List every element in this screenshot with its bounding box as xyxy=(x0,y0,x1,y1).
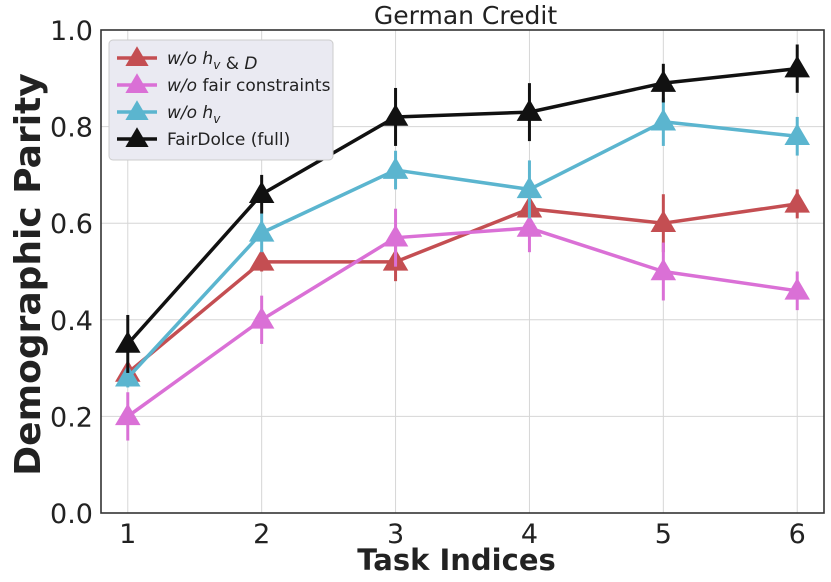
legend-marker xyxy=(125,46,149,66)
data-point xyxy=(115,403,141,426)
legend-label-part: FairDolce (full) xyxy=(167,130,290,150)
data-point xyxy=(650,70,677,92)
data-point xyxy=(248,219,275,242)
data-point xyxy=(248,248,275,271)
x-tick-label: 5 xyxy=(655,519,672,550)
data-point xyxy=(784,55,810,78)
legend-entry: w/o hv xyxy=(117,100,221,126)
x-axis-label: Task Indices xyxy=(357,543,556,577)
legend-label-part: fair constraints xyxy=(197,76,331,96)
data-point xyxy=(382,224,409,247)
legend-marker xyxy=(125,127,149,147)
x-tick-label: 6 xyxy=(789,519,806,550)
series-3 xyxy=(115,44,810,373)
legend-label: w/o hv xyxy=(167,103,221,126)
y-tick-label: 0.0 xyxy=(50,499,93,530)
y-tick-label: 0.2 xyxy=(50,402,93,433)
data-point xyxy=(784,190,810,213)
series-line xyxy=(126,202,799,375)
legend-label-part: v xyxy=(213,58,221,72)
legend-box xyxy=(108,39,334,161)
x-tick-label: 3 xyxy=(387,519,404,550)
legend-label-part: w/o h xyxy=(167,103,213,123)
legend-label-part: & xyxy=(220,54,244,74)
legend-entry: w/o hv & D xyxy=(117,46,258,74)
series-group xyxy=(115,44,810,441)
series-line xyxy=(126,66,799,346)
data-point xyxy=(382,157,409,179)
data-point xyxy=(650,108,677,131)
legend-label: w/o fair constraints xyxy=(167,76,331,96)
data-point xyxy=(115,330,141,353)
y-tick-label: 0.4 xyxy=(50,306,93,337)
data-point xyxy=(784,277,810,300)
legend-label: FairDolce (full) xyxy=(167,130,290,150)
axes-frame xyxy=(100,29,825,514)
data-point xyxy=(650,258,677,281)
series-line xyxy=(126,226,799,419)
legend-entry: FairDolce (full) xyxy=(117,127,290,150)
data-point xyxy=(516,99,543,121)
data-point xyxy=(784,123,810,146)
tick-labels: 1 2 3 4 5 6 0.0 0.2 0.4 0.6 0.8 1.0 xyxy=(50,16,806,550)
data-point xyxy=(382,103,409,126)
x-tick-label: 2 xyxy=(253,519,270,550)
legend-label-part: w/o h xyxy=(167,49,213,69)
legend-label-part: D xyxy=(244,54,257,74)
data-point xyxy=(650,210,677,232)
legend-marker xyxy=(125,100,149,120)
y-axis-label: Demographic Parity xyxy=(8,73,49,475)
series-line xyxy=(126,120,799,380)
data-point xyxy=(115,364,141,387)
y-tick-label: 0.8 xyxy=(50,113,93,144)
legend-label: w/o hv & D xyxy=(167,49,258,74)
data-point xyxy=(516,176,543,199)
series-0 xyxy=(115,189,810,383)
y-tick-label: 0.6 xyxy=(50,209,93,240)
legend-label-part: v xyxy=(213,112,221,126)
legend-entry: w/o fair constraints xyxy=(117,73,331,96)
x-tick-label: 4 xyxy=(521,519,538,550)
chart-title: German Credit xyxy=(374,1,557,30)
y-tick-label: 1.0 xyxy=(50,16,93,47)
legend-marker xyxy=(125,73,149,93)
data-point xyxy=(248,181,275,203)
data-point xyxy=(516,215,543,237)
legend-label-part: w/o xyxy=(167,76,197,96)
x-tick-label: 1 xyxy=(119,519,136,550)
data-point xyxy=(248,306,275,329)
